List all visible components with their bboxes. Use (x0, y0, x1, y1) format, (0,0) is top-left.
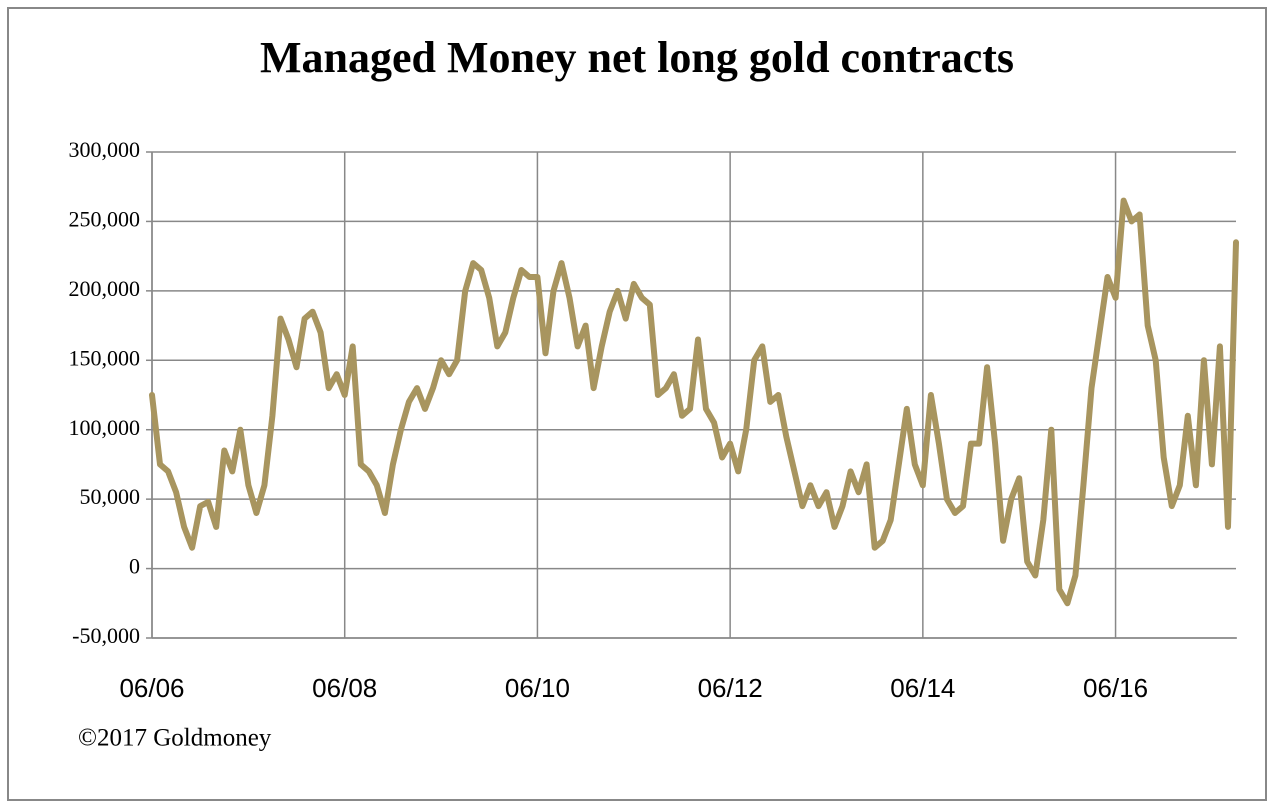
x-tick-label: 06/06 (119, 673, 184, 703)
y-tick-label: 100,000 (69, 415, 141, 440)
x-tick-label: 06/12 (698, 673, 763, 703)
x-tick-label: 06/08 (312, 673, 377, 703)
data-line (149, 197, 1239, 607)
x-tick-label: 06/16 (1083, 673, 1148, 703)
chart-title: Managed Money net long gold contracts (260, 33, 1014, 82)
y-tick-label: 0 (129, 554, 140, 579)
y-tick-label: 200,000 (69, 276, 141, 301)
y-tick-label: 50,000 (80, 484, 141, 509)
y-tick-label: -50,000 (72, 623, 140, 648)
x-tick-label: 06/14 (890, 673, 955, 703)
y-tick-label: 250,000 (69, 206, 141, 231)
y-tick-label: 300,000 (69, 137, 141, 162)
y-tick-label: 150,000 (69, 345, 141, 370)
frame (7, 7, 1267, 801)
x-tick-label: 06/10 (505, 673, 570, 703)
annotation: ©2017 Goldmoney (78, 725, 272, 752)
